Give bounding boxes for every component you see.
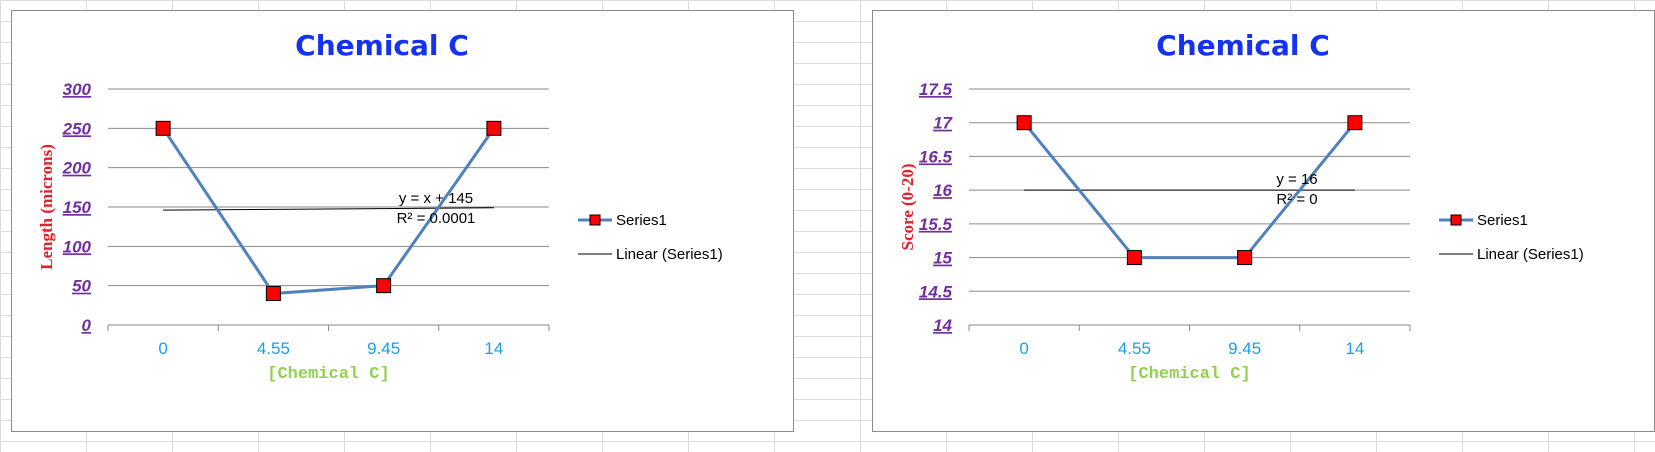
score-y-axis-title: Score (0-20) <box>898 163 917 250</box>
chart-length-svg: Chemical C 0 50 100 150 200 250 300 0 4.55 9.45 14 [… <box>37 29 723 384</box>
length-series-line <box>161 127 496 296</box>
score-data-point <box>1347 115 1363 131</box>
length-legend-trend-label: Linear (Series1) <box>616 246 723 263</box>
score-legend-series-marker <box>1450 214 1462 226</box>
score-ytick-label: 15 <box>933 249 952 268</box>
length-data-point <box>376 278 392 294</box>
score-xtick-label: 14 <box>1345 339 1364 358</box>
length-ytick-label: 150 <box>63 198 92 217</box>
score-title: Chemical C <box>1156 29 1330 62</box>
length-legend-series-marker <box>589 214 601 226</box>
chart-length: Chemical C 0 50 100 150 200 250 300 0 4.55 9.45 14 [… <box>11 10 794 432</box>
length-xtick-label: 9.45 <box>367 339 400 358</box>
length-data-point <box>486 120 502 136</box>
length-ytick-label: 300 <box>63 80 92 99</box>
score-ytick-label: 14 <box>933 316 952 335</box>
score-ytick-label: 15.5 <box>919 215 953 234</box>
length-ytick-label: 250 <box>62 119 92 138</box>
length-x-axis-title: [Chemical C] <box>267 365 389 384</box>
score-trend-equation: y = 16 <box>1276 171 1317 188</box>
score-trend-r2: R² = 0 <box>1276 191 1317 208</box>
score-data-point <box>1126 250 1142 266</box>
score-xtick-label: 0 <box>1019 339 1028 358</box>
length-ytick-label: 100 <box>63 237 92 256</box>
score-ytick-label: 14.5 <box>919 282 953 301</box>
score-x-axis-title: [Chemical C] <box>1128 365 1250 384</box>
score-ytick-label: 16.5 <box>919 147 953 166</box>
score-xtick-label: 9.45 <box>1228 339 1261 358</box>
length-trend-equation: y = x + 145 <box>399 190 473 207</box>
length-xtick-label: 0 <box>158 339 167 358</box>
score-legend-series-label: Series1 <box>1477 212 1528 229</box>
score-data-point <box>1237 250 1253 266</box>
length-xtick-label: 14 <box>484 339 503 358</box>
length-y-axis-title: Length (microns) <box>37 144 56 270</box>
length-ytick-label: 200 <box>62 159 92 178</box>
length-title: Chemical C <box>295 29 469 62</box>
length-trend-r2: R² = 0.0001 <box>397 210 476 227</box>
length-legend-series-label: Series1 <box>616 212 667 229</box>
score-ytick-label: 16 <box>933 181 952 200</box>
score-ytick-label: 17.5 <box>919 80 953 99</box>
chart-score-svg: Chemical C 14 14.5 15 15.5 16 16.5 17 17.5 0 4.55 9… <box>898 29 1584 384</box>
score-data-point <box>1016 115 1032 131</box>
length-data-point <box>155 120 171 136</box>
score-ytick-label: 17 <box>933 114 953 133</box>
length-ytick-label: 0 <box>82 316 92 335</box>
chart-score: Chemical C 14 14.5 15 15.5 16 16.5 17 17.5 0 4.55 9… <box>872 10 1655 432</box>
score-legend-trend-label: Linear (Series1) <box>1477 246 1584 263</box>
score-xtick-label: 4.55 <box>1118 339 1151 358</box>
length-xtick-label: 4.55 <box>257 339 290 358</box>
length-data-point <box>265 286 281 302</box>
score-series-line <box>1022 121 1357 260</box>
length-ytick-label: 50 <box>72 277 91 296</box>
